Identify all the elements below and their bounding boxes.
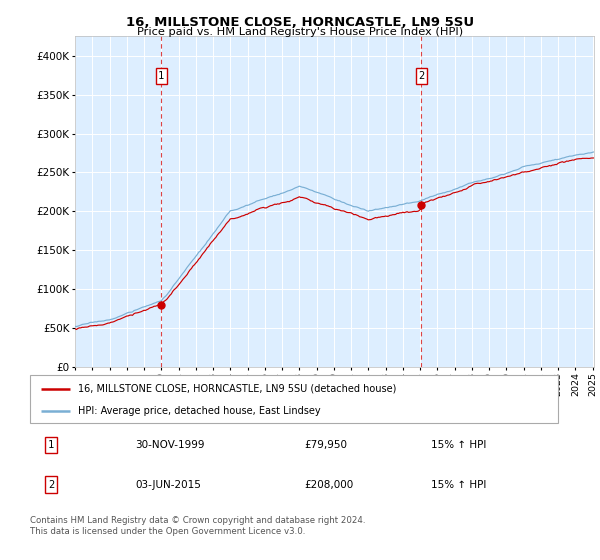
Text: £208,000: £208,000	[305, 479, 354, 489]
Text: 15% ↑ HPI: 15% ↑ HPI	[431, 479, 487, 489]
Text: HPI: Average price, detached house, East Lindsey: HPI: Average price, detached house, East…	[77, 406, 320, 416]
Text: 03-JUN-2015: 03-JUN-2015	[136, 479, 202, 489]
Text: 2: 2	[418, 71, 425, 81]
Text: Price paid vs. HM Land Registry's House Price Index (HPI): Price paid vs. HM Land Registry's House …	[137, 27, 463, 37]
Text: Contains HM Land Registry data © Crown copyright and database right 2024.
This d: Contains HM Land Registry data © Crown c…	[30, 516, 365, 536]
Text: 16, MILLSTONE CLOSE, HORNCASTLE, LN9 5SU: 16, MILLSTONE CLOSE, HORNCASTLE, LN9 5SU	[126, 16, 474, 29]
Text: 15% ↑ HPI: 15% ↑ HPI	[431, 440, 487, 450]
Text: 1: 1	[158, 71, 164, 81]
Text: 1: 1	[48, 440, 54, 450]
FancyBboxPatch shape	[30, 375, 558, 423]
Text: 16, MILLSTONE CLOSE, HORNCASTLE, LN9 5SU (detached house): 16, MILLSTONE CLOSE, HORNCASTLE, LN9 5SU…	[77, 384, 396, 394]
Text: 2: 2	[48, 479, 54, 489]
Text: 30-NOV-1999: 30-NOV-1999	[136, 440, 205, 450]
Text: £79,950: £79,950	[305, 440, 347, 450]
